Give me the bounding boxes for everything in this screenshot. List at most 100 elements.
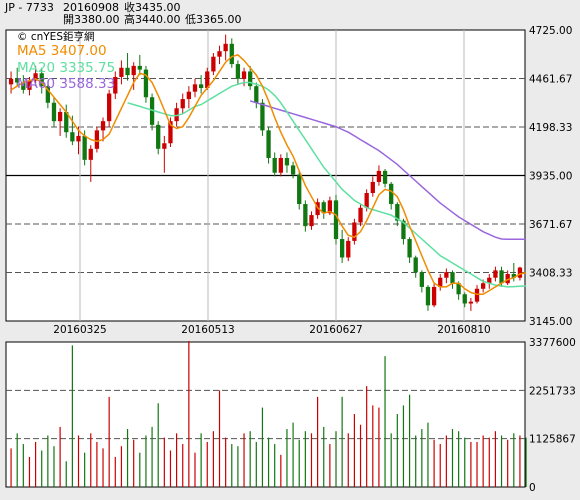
candle-body — [481, 283, 486, 289]
candle-body — [499, 270, 504, 284]
candle-body — [352, 222, 357, 241]
candle-body — [346, 240, 351, 258]
high-label: 高3440.00 — [124, 13, 181, 26]
candle-body — [45, 86, 50, 103]
candle-body — [444, 272, 449, 278]
candle-body — [364, 192, 369, 208]
ma5-line — [10, 54, 527, 296]
candle-body — [174, 108, 179, 122]
candle-body — [235, 64, 241, 79]
date-tick-label: 20160627 — [309, 324, 362, 336]
candle-body — [211, 56, 216, 72]
candle-body — [431, 286, 437, 306]
candle-body — [474, 288, 480, 302]
candle-body — [51, 102, 57, 122]
candle-body — [186, 91, 192, 100]
date-axis: 20160325 20160513 20160627 20160810 — [53, 30, 491, 336]
candle-body — [327, 200, 333, 214]
candle-body — [395, 204, 400, 221]
legend-ma60: MA60 3588.33 — [17, 76, 116, 92]
volume-tick-label: 0 — [529, 482, 536, 494]
candle-body — [284, 158, 290, 166]
candle-body — [517, 267, 523, 278]
candle-body — [321, 202, 326, 214]
price-tick-label: 4198.33 — [529, 122, 572, 134]
candle-body — [168, 121, 173, 144]
candle-body — [198, 84, 204, 89]
candle-body — [413, 257, 418, 273]
candle-body — [137, 65, 142, 70]
candle-body — [125, 67, 130, 76]
date-tick-label: 20160325 — [53, 324, 106, 336]
date-tick-label: 20160810 — [437, 324, 490, 336]
candle-body — [88, 148, 93, 160]
price-tick-label: 3935.00 — [529, 171, 572, 183]
candle-body — [131, 65, 136, 76]
candle-body — [57, 111, 63, 122]
price-tick-label: 4725.00 — [529, 25, 572, 37]
candle-body — [309, 215, 314, 227]
volume-axis: 3377600 2251733 1125867 0 — [529, 337, 576, 494]
ma60-line — [249, 100, 527, 241]
candle-body — [119, 67, 124, 77]
legend-ma5: MA5 3407.00 — [17, 43, 107, 59]
candle-body — [64, 111, 69, 133]
candle-body — [27, 80, 32, 90]
candle-body — [100, 121, 106, 131]
candle-body — [15, 78, 20, 83]
legend-ma20: MA20 3335.75 — [17, 60, 116, 76]
candle-body — [303, 204, 308, 227]
price-tick-label: 4461.67 — [529, 74, 572, 86]
low-label: 低3365.00 — [185, 13, 242, 26]
candle-body — [39, 73, 44, 87]
moving-average-lines — [10, 54, 527, 296]
candle-body — [217, 51, 222, 57]
candle-body — [438, 277, 443, 287]
candle-body — [70, 132, 75, 142]
price-grid — [6, 78, 525, 273]
candle-body — [241, 71, 247, 79]
candle-body — [143, 69, 149, 98]
date-tick-label: 20160513 — [181, 324, 234, 336]
candle-body — [333, 200, 339, 240]
candle-body — [389, 183, 394, 205]
candle-body — [297, 174, 302, 205]
candle-body — [382, 170, 388, 184]
candle-body — [8, 78, 14, 85]
candle-body — [425, 286, 431, 306]
candle-body — [468, 301, 474, 304]
candle-body — [290, 165, 296, 175]
candle-body — [401, 220, 406, 240]
candle-body — [21, 82, 26, 90]
candle-body — [487, 277, 492, 284]
candle-body — [376, 170, 382, 182]
candle-body — [278, 158, 283, 173]
date-label: 20160908 — [63, 1, 119, 14]
candle-body — [156, 124, 161, 149]
candle-body — [254, 86, 259, 103]
candle-body — [223, 43, 228, 52]
candle-body — [205, 71, 210, 89]
candle-body — [272, 158, 277, 173]
candle-body — [94, 130, 100, 149]
candle-body — [180, 99, 185, 109]
volume-tick-label: 2251733 — [529, 385, 576, 397]
candle-body — [450, 272, 455, 284]
candle-body — [407, 239, 412, 258]
price-axis: 4725.00 4461.67 4198.33 3935.00 3671.67 3408.… — [529, 25, 572, 328]
candle-body — [107, 93, 112, 122]
price-tick-label: 3145.00 — [529, 316, 572, 328]
candle-body — [370, 181, 375, 193]
candle-body — [192, 84, 198, 92]
symbol-label: JP - 7733 — [5, 1, 54, 14]
volume-tick-label: 3377600 — [529, 337, 576, 349]
candle-body — [493, 270, 498, 278]
candle-body — [266, 130, 271, 159]
volume-panel — [5, 341, 526, 488]
candle-body — [260, 102, 265, 131]
candle-body — [229, 43, 234, 65]
candle-body — [149, 97, 155, 125]
candle-body — [33, 73, 38, 81]
candle-body — [339, 239, 345, 258]
